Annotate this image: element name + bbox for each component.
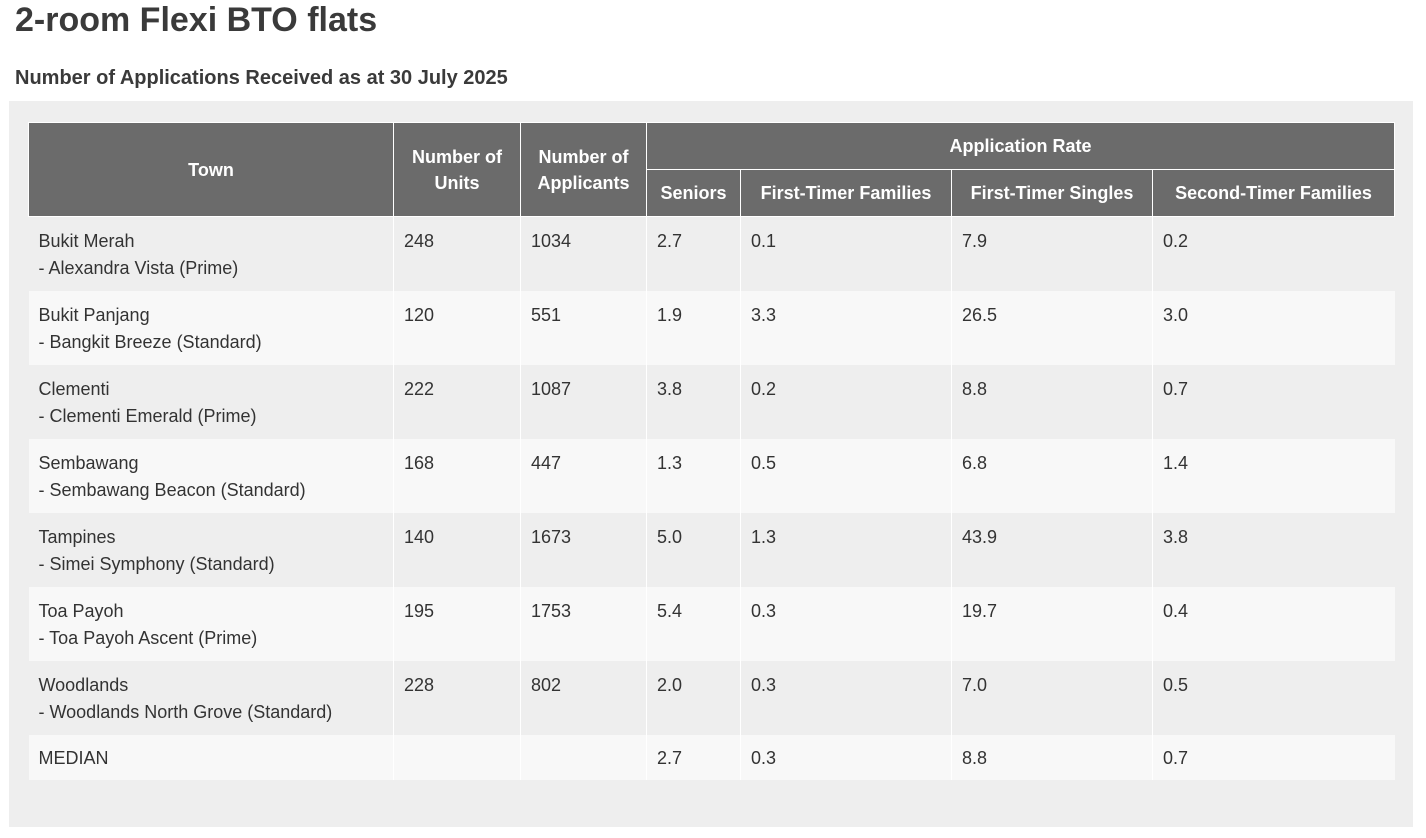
median-applicants-cell (520, 735, 647, 780)
median-first-timer-singles-cell: 8.8 (951, 735, 1153, 780)
table-row: Toa Payoh - Toa Payoh Ascent (Prime) 195 … (28, 587, 1395, 661)
applicants-cell: 1087 (520, 365, 647, 439)
town-name: Sembawang (38, 453, 139, 473)
median-first-timer-families-cell: 0.3 (740, 735, 952, 780)
town-cell: Sembawang - Sembawang Beacon (Standard) (28, 439, 394, 513)
applicants-cell: 1753 (520, 587, 647, 661)
header-row-top: Town Number of Units Number of Applicant… (28, 122, 1396, 217)
town-cell: Bukit Merah - Alexandra Vista (Prime) (28, 216, 394, 291)
second-timer-families-rate-cell: 0.4 (1151, 587, 1395, 661)
table-row: Clementi - Clementi Emerald (Prime) 222 1… (28, 365, 1395, 439)
second-timer-families-rate-cell: 0.5 (1151, 661, 1395, 735)
first-timer-families-rate-cell: 0.3 (740, 587, 952, 661)
project-name: - Bangkit Breeze (Standard) (38, 332, 262, 352)
project-name: - Sembawang Beacon (Standard) (38, 480, 306, 500)
second-timer-families-rate-cell: 1.4 (1151, 439, 1395, 513)
header-first-timer-singles: First-Timer Singles (951, 169, 1153, 217)
first-timer-singles-rate-cell: 26.5 (951, 291, 1153, 365)
project-name: - Simei Symphony (Standard) (38, 554, 275, 574)
applicants-cell: 551 (520, 291, 647, 365)
header-number-of-applicants: Number of Applicants (520, 122, 647, 217)
second-timer-families-rate-cell: 3.0 (1151, 291, 1395, 365)
header-row-sub: Seniors First-Timer Families First-Timer… (29, 169, 1396, 217)
median-seniors-cell: 2.7 (646, 735, 741, 780)
town-cell: Woodlands - Woodlands North Grove (Standa… (28, 661, 394, 735)
first-timer-singles-rate-cell: 8.8 (951, 365, 1153, 439)
header-number-of-units: Number of Units (393, 122, 521, 217)
applicants-cell: 447 (520, 439, 647, 513)
town-name: Bukit Merah (38, 231, 135, 251)
header-seniors: Seniors (646, 169, 741, 217)
units-cell: 222 (393, 365, 521, 439)
first-timer-families-rate-cell: 0.1 (740, 216, 952, 291)
first-timer-families-rate-cell: 0.2 (740, 365, 952, 439)
page-subtitle: Number of Applications Received as at 30… (15, 67, 508, 89)
header-application-rate: Application Rate (645, 122, 1396, 170)
town-name: Tampines (38, 527, 116, 547)
second-timer-families-rate-cell: 3.8 (1151, 513, 1395, 587)
units-cell: 120 (393, 291, 521, 365)
applicants-cell: 1034 (520, 216, 647, 291)
first-timer-singles-rate-cell: 6.8 (951, 439, 1153, 513)
table-row: Woodlands - Woodlands North Grove (Standa… (28, 661, 1395, 735)
median-row: MEDIAN 2.7 0.3 8.8 0.7 (28, 735, 1395, 780)
seniors-rate-cell: 5.0 (646, 513, 741, 587)
median-second-timer-families-cell: 0.7 (1151, 735, 1395, 780)
first-timer-singles-rate-cell: 7.9 (951, 216, 1153, 291)
units-cell: 168 (393, 439, 521, 513)
seniors-rate-cell: 2.7 (646, 216, 741, 291)
applications-table: Town Number of Units Number of Applicant… (28, 122, 1396, 780)
table-panel: Town Number of Units Number of Applicant… (9, 101, 1413, 827)
seniors-rate-cell: 1.3 (646, 439, 741, 513)
applicants-cell: 1673 (520, 513, 647, 587)
units-cell: 228 (393, 661, 521, 735)
seniors-rate-cell: 1.9 (646, 291, 741, 365)
page-title: 2-room Flexi BTO flats (15, 1, 378, 39)
town-cell: Toa Payoh - Toa Payoh Ascent (Prime) (28, 587, 394, 661)
table-row: Bukit Merah - Alexandra Vista (Prime) 248… (28, 216, 1395, 291)
first-timer-singles-rate-cell: 19.7 (951, 587, 1153, 661)
project-name: - Clementi Emerald (Prime) (38, 406, 257, 426)
town-cell: Clementi - Clementi Emerald (Prime) (28, 365, 394, 439)
town-name: Woodlands (38, 675, 129, 695)
first-timer-singles-rate-cell: 43.9 (951, 513, 1153, 587)
town-cell: Bukit Panjang - Bangkit Breeze (Standard) (28, 291, 394, 365)
units-cell: 248 (393, 216, 521, 291)
table-row: Bukit Panjang - Bangkit Breeze (Standard)… (28, 291, 1395, 365)
header-town: Town (28, 122, 394, 217)
project-name: - Woodlands North Grove (Standard) (38, 702, 333, 722)
second-timer-families-rate-cell: 0.2 (1151, 216, 1395, 291)
first-timer-families-rate-cell: 0.3 (740, 661, 952, 735)
median-units-cell (393, 735, 521, 780)
seniors-rate-cell: 5.4 (646, 587, 741, 661)
header-second-timer-families: Second-Timer Families (1151, 169, 1396, 217)
second-timer-families-rate-cell: 0.7 (1151, 365, 1395, 439)
median-label-cell: MEDIAN (28, 735, 394, 780)
table-row: Tampines - Simei Symphony (Standard) 140 … (28, 513, 1395, 587)
project-name: - Alexandra Vista (Prime) (38, 258, 239, 278)
town-cell: Tampines - Simei Symphony (Standard) (28, 513, 394, 587)
town-name: Bukit Panjang (38, 305, 150, 325)
units-cell: 140 (393, 513, 521, 587)
first-timer-families-rate-cell: 0.5 (740, 439, 952, 513)
town-name: Toa Payoh (38, 601, 124, 621)
units-cell: 195 (393, 587, 521, 661)
project-name: - Toa Payoh Ascent (Prime) (38, 628, 258, 648)
first-timer-families-rate-cell: 3.3 (740, 291, 952, 365)
seniors-rate-cell: 2.0 (646, 661, 741, 735)
header-first-timer-families: First-Timer Families (740, 169, 952, 217)
first-timer-families-rate-cell: 1.3 (740, 513, 952, 587)
town-name: Clementi (38, 379, 110, 399)
first-timer-singles-rate-cell: 7.0 (951, 661, 1153, 735)
applicants-cell: 802 (520, 661, 647, 735)
table-row: Sembawang - Sembawang Beacon (Standard) 1… (28, 439, 1395, 513)
seniors-rate-cell: 3.8 (646, 365, 741, 439)
